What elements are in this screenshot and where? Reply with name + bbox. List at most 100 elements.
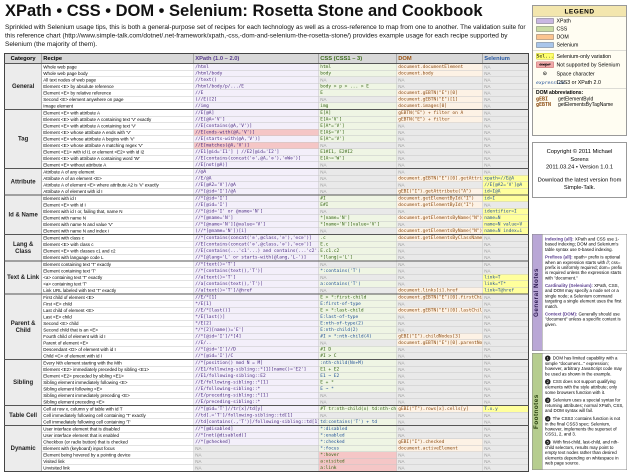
table-row: Cell immediately following cell containi… — [5, 412, 529, 419]
legend-tech-list: XPath CSS DOM Selenium — [533, 17, 626, 49]
general-notes-panel: General Notes Indexing (all): XPath and … — [532, 234, 627, 351]
table-body: General Whole web page/html html document.d… — [4, 63, 529, 472]
recipe-cell: Every Nth element starting with the Mth — [41, 359, 194, 367]
recipe-cell: Element with language code L — [41, 254, 194, 262]
col-header-recipe: Recipe — [41, 53, 194, 64]
table-row: Sibling element preceding <E>//E/precedi… — [5, 398, 529, 406]
footnote: 4 The CSS3 :contains function is not in … — [545, 415, 621, 437]
copyright-download: Download the latest version from Simple-… — [537, 176, 622, 191]
legend-marker-label: Selenium-only variation — [556, 53, 612, 60]
sel-cell: NA — [482, 359, 529, 367]
css-cell: img — [318, 102, 397, 110]
legend-marker-sample: expression — [536, 79, 565, 86]
table-row: Unvisited link NA a:link NA NA — [5, 464, 529, 472]
footnote-number: 2 — [545, 379, 551, 385]
xpath-cell: //*[@id='I']/@A — [193, 188, 319, 196]
xpath-swatch — [536, 18, 554, 24]
copyright-panel: Copyright © 2011 Michael Sorens 2011.03.… — [532, 142, 627, 198]
css-cell: E > *:first-child — [318, 293, 397, 301]
css-cell: :nth-child(Nn+M) — [318, 359, 397, 367]
table-row: Attribute Attribute A of any element//@A N… — [4, 168, 529, 196]
xpath-cell: //*[@lang='L' or starts-with(@lang,'L-')… — [193, 254, 319, 262]
table-row: Sibling element immediately following <E… — [5, 379, 529, 386]
legend-item-label: XPath — [556, 18, 571, 24]
sel-cell: name=N index=i — [482, 227, 529, 235]
sel-cell: NA — [482, 102, 529, 110]
legend-item-label: CSS — [556, 26, 568, 32]
recipe-cell: Cell immediately following cell containi… — [41, 418, 194, 426]
css-cell: E[A] — [318, 109, 397, 117]
recipe-cell: Link URL labeled with text 'T' exactly — [41, 287, 194, 295]
sel-cell: NA — [482, 96, 529, 103]
xpath-cell: //E[contains(...'c1'...) and contains(..… — [193, 247, 319, 255]
legend-marker: ⊙ Space character — [533, 69, 626, 79]
sel-cell: NA — [482, 293, 529, 301]
col-header-dom: DOM — [396, 53, 483, 64]
footnote-number: 4 — [545, 415, 551, 422]
recipe-cell: Cell at row x, column y of table with id… — [41, 405, 194, 413]
dom-swatch — [536, 34, 554, 40]
xpath-cell: //a[text()='T']/@href — [193, 287, 319, 295]
legend-marker-label: CSS3 or XPath 2.0 — [556, 79, 601, 86]
css-cell: NA — [318, 161, 397, 169]
dom-cell: document.getElementById("I") — [396, 194, 483, 202]
dom-cell: NA — [396, 425, 483, 433]
xpath-cell: //E1/following-sibling::*[1][name()='E2'… — [193, 366, 319, 373]
recipe-cell: Attribute A of element with id I — [41, 188, 194, 196]
recipe-cell: Whole web page — [41, 63, 194, 71]
general-notes-label: General Notes — [532, 234, 543, 351]
footnotes-body: 1 DOM has limited capability with a simp… — [543, 354, 627, 470]
legend-item: DOM — [533, 33, 626, 41]
footnote-number: 5 — [545, 439, 551, 445]
general-note: Cardinality (Selenium): XPath, CSS, and … — [545, 283, 622, 309]
category-sibling: Sibling — [4, 359, 42, 406]
col-header-category: Category — [4, 53, 42, 64]
xpath-cell: //img — [193, 102, 319, 110]
table-row: Whole web page body/html/body body documen… — [5, 70, 529, 77]
dom-cell: document.gEBTN("E")[0].firstChild — [396, 293, 483, 301]
table-row: Table Cell Cell at row x, column y of tab… — [4, 405, 529, 426]
table-row: Image element//img img document.images[0] N… — [5, 102, 529, 110]
dom-abbr-short: gEBTN — [536, 102, 552, 108]
table-row: Element <E> with classes c1 and c2//E[co… — [5, 247, 529, 255]
css-cell: NA — [318, 188, 397, 196]
legend-marker-sample: Sel... — [536, 53, 554, 60]
xpath-cell: //*[position() mod N = M] — [193, 359, 319, 367]
dom-cell: gEBI("T").rows[x].cells[y] — [396, 405, 483, 413]
dom-abbr-short: gEBI — [536, 96, 549, 103]
css-cell: *:disabled — [318, 425, 397, 433]
css-cell: html — [318, 63, 397, 71]
xpath-cell: //*[@id='I'] — [193, 194, 319, 202]
recipe-cell: Sibling element preceding <E> — [41, 398, 194, 406]
dom-cell: document.getElementsByName("N")[0] — [396, 214, 483, 222]
xpath-cell: (//*[@name='N'])[i] — [193, 227, 319, 235]
legend-marker-sample: expr — [536, 61, 554, 68]
table-row: Element with name N and value 'V'//*[@na… — [5, 221, 529, 228]
col-header-xpath: XPath (1.0 – 2.0) — [193, 53, 319, 64]
xpath-cell: //td[contains(.,'T')]/following-sibling:… — [193, 418, 319, 426]
sel-cell: id=I@A — [482, 188, 529, 196]
table-row: Last <E> child */E[last()] E:last-of-type N… — [5, 313, 529, 321]
selenium-swatch — [536, 42, 554, 48]
rosetta-table: Category Recipe XPath (1.0 – 2.0) CSS (C… — [4, 53, 529, 472]
table-row: Descendant <D> of element with id I//*[@… — [5, 346, 529, 353]
sel-cell: NA — [482, 63, 529, 71]
dom-abbr-list: gEBI getElementById gEBTN getElementsByTagN… — [536, 97, 623, 108]
sel-cell: NA — [482, 234, 529, 242]
recipe-cell: Element with class c — [41, 234, 194, 242]
sel-cell: name=N value=V — [482, 221, 529, 228]
table-row: Sibling element immediately preceding <E… — [5, 392, 529, 399]
table-row: Element being hovered by a pointing devi… — [5, 451, 529, 459]
recipe-cell: First child of element <E> — [41, 293, 194, 301]
general-note-lead: Prefixes (all): — [545, 254, 574, 260]
recipe-cell: Unvisited link — [41, 464, 194, 472]
dom-cell: NA — [396, 168, 483, 176]
dom-cell: NA — [396, 260, 483, 268]
xpath-cell: //*[contains(concat('⊙',@class,'⊙'),'⊙c⊙… — [193, 234, 319, 242]
table-row: General Whole web page/html html document.d… — [4, 63, 529, 110]
general-note: Prefixes (all): xpath= prefix is optiona… — [545, 254, 623, 281]
dom-abbr-title: DOM abbreviations: — [536, 90, 584, 96]
general-notes-body: Indexing (all): XPath and CSS use 1-base… — [543, 235, 627, 351]
table-row: Attribute A of element with id I//*[@id=… — [5, 188, 529, 196]
